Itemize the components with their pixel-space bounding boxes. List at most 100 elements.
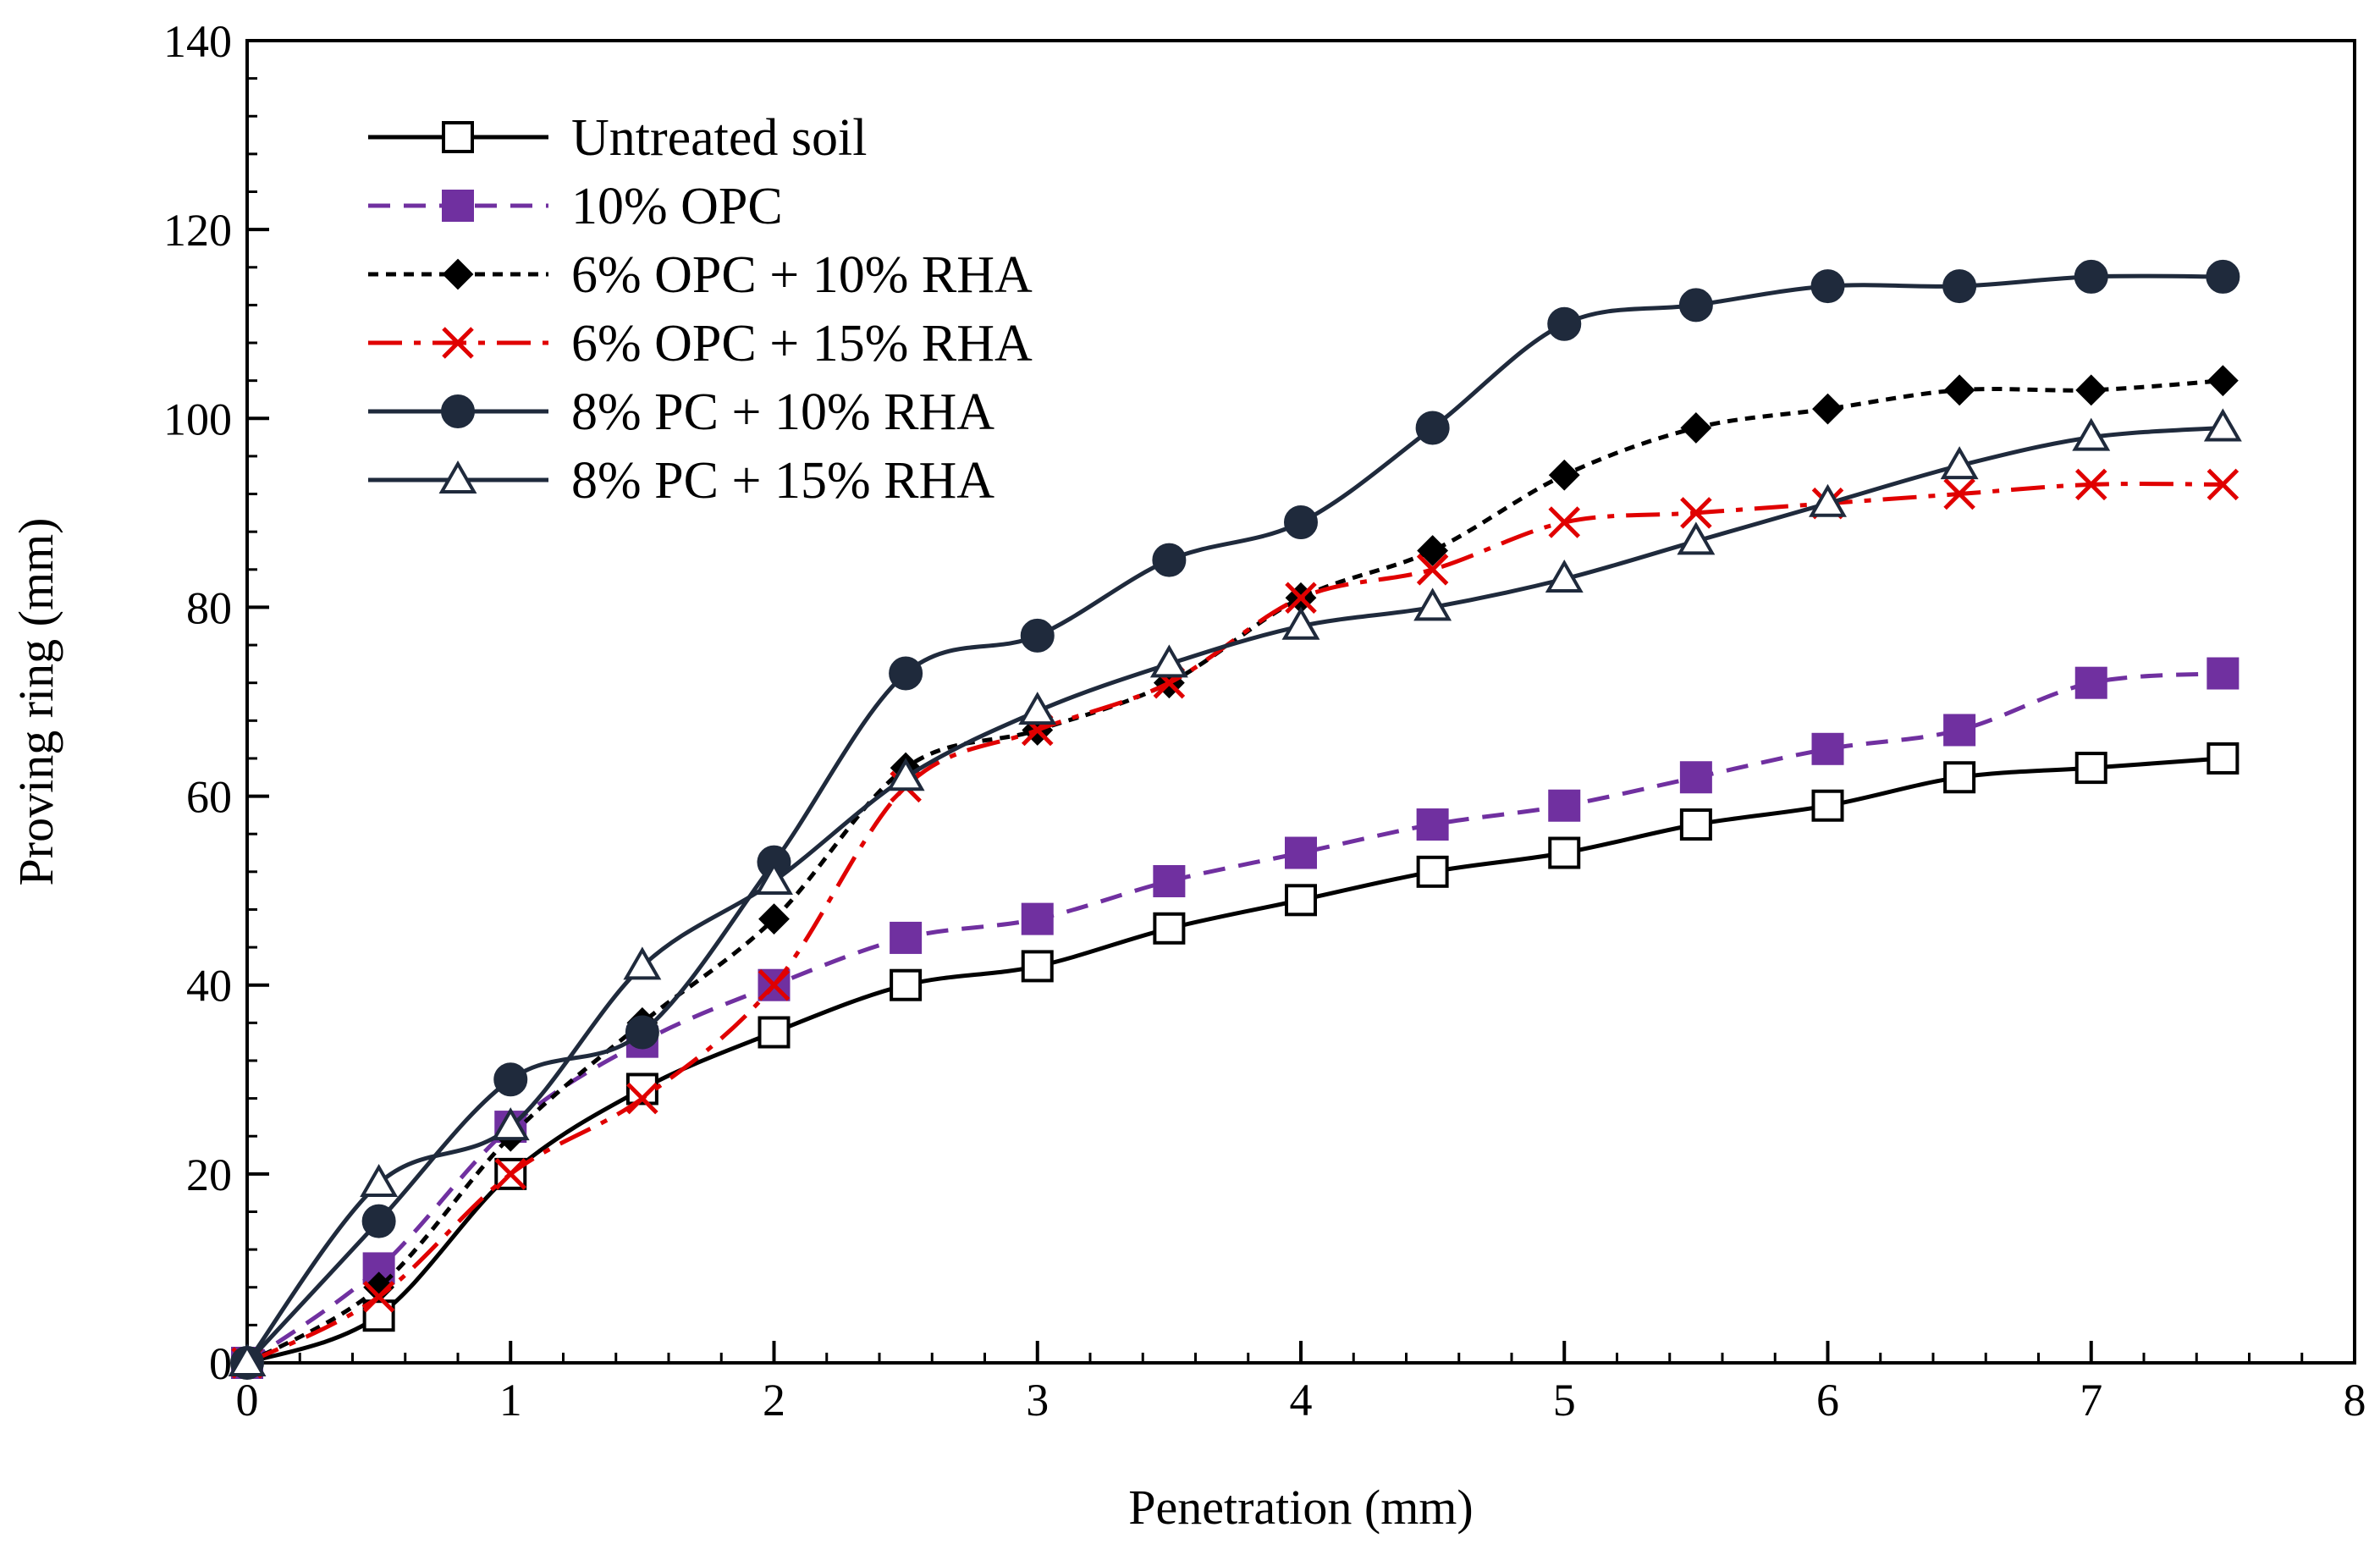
data-point-8-pc-10-rha	[1415, 411, 1450, 445]
legend-marker	[442, 121, 474, 153]
data-point-8-pc-15-rha	[2072, 417, 2111, 451]
y-tick-label: 0	[209, 1338, 232, 1389]
series-6-opc-15-rha	[231, 468, 2240, 1379]
data-point-8-pc-15-rha	[1677, 521, 1716, 555]
data-point-8-pc-10-rha	[361, 1204, 396, 1238]
x-tick-label: 8	[2344, 1375, 2366, 1425]
series-untreated-soil	[231, 742, 2240, 1379]
data-point-8-pc-10-rha	[625, 1015, 659, 1050]
data-point-8-pc-15-rha	[491, 1107, 530, 1141]
data-point-8-pc-10-rha	[889, 656, 923, 691]
x-tick-label: 2	[763, 1375, 785, 1425]
y-tick-label: 120	[163, 205, 232, 256]
series-line-10-opc	[245, 671, 2223, 1365]
data-point-6-opc-10-rha	[1548, 459, 1580, 491]
x-tick-label: 4	[1290, 1375, 1313, 1425]
legend-marker	[442, 258, 474, 290]
data-point-8-pc-15-rha	[1149, 644, 1188, 678]
data-point-6-opc-15-rha	[1416, 554, 1449, 586]
legend-entry-untreated-soil: Untreated soil	[368, 109, 868, 167]
legend-entry-10-opc: 10% OPC	[368, 178, 783, 235]
data-point-8-pc-15-rha	[1281, 606, 1320, 640]
data-point-10-opc	[2206, 657, 2240, 690]
data-point-6-opc-10-rha	[1943, 374, 1975, 406]
legend-label: 10% OPC	[571, 178, 783, 235]
data-point-untreated-soil	[1943, 761, 1976, 794]
data-point-6-opc-10-rha	[1417, 535, 1449, 566]
x-axis-title: Penetration (mm)	[1128, 1480, 1474, 1535]
y-axis-title: Proving ring (mm)	[8, 518, 63, 886]
data-point-10-opc	[1021, 902, 1054, 935]
data-point-6-opc-15-rha	[1285, 582, 1317, 615]
data-point-6-opc-15-rha	[758, 968, 791, 1001]
data-point-untreated-soil	[1416, 855, 1449, 888]
series-8-pc-10-rha	[230, 259, 2240, 1380]
data-point-10-opc	[1811, 732, 1844, 765]
data-point-8-pc-10-rha	[1942, 269, 1977, 304]
legend-entry-6-opc-10-rha: 6% OPC + 10% RHA	[368, 246, 1033, 304]
x-tick-label: 6	[1816, 1375, 1839, 1425]
data-point-untreated-soil	[2074, 752, 2107, 785]
y-tick-label: 80	[186, 582, 232, 633]
data-point-6-opc-10-rha	[2206, 365, 2239, 397]
data-point-8-pc-10-rha	[1152, 543, 1187, 577]
legend-label: 8% PC + 10% RHA	[571, 383, 994, 441]
y-tick-label: 140	[163, 16, 232, 67]
data-point-8-pc-15-rha	[623, 946, 662, 980]
x-tick-label: 0	[236, 1375, 259, 1425]
x-tick-label: 7	[2080, 1375, 2102, 1425]
data-point-8-pc-10-rha	[1810, 269, 1845, 304]
data-point-6-opc-10-rha	[1812, 393, 1843, 425]
data-point-8-pc-10-rha	[1547, 306, 1582, 341]
legend-label: Untreated soil	[571, 109, 868, 167]
data-point-8-pc-10-rha	[1284, 505, 1318, 540]
x-tick-label: 5	[1553, 1375, 1576, 1425]
x-tick-label: 3	[1026, 1375, 1049, 1425]
data-point-6-opc-15-rha	[494, 1158, 527, 1190]
x-tick-label: 1	[499, 1375, 522, 1425]
legend-label: 6% OPC + 10% RHA	[571, 246, 1033, 304]
data-point-6-opc-10-rha	[758, 903, 790, 935]
data-point-8-pc-10-rha	[2206, 259, 2240, 294]
data-point-untreated-soil	[1285, 884, 1317, 917]
data-point-untreated-soil	[1153, 912, 1186, 945]
data-point-untreated-soil	[1021, 950, 1054, 983]
series-10-opc	[231, 657, 2240, 1379]
legend-marker	[438, 460, 477, 494]
data-point-10-opc	[1153, 864, 1186, 897]
legend-label: 6% OPC + 15% RHA	[571, 315, 1033, 372]
data-point-6-opc-15-rha	[1680, 497, 1712, 529]
legend-label: 8% PC + 15% RHA	[571, 452, 994, 510]
legend-marker	[442, 190, 474, 222]
y-tick-label: 40	[186, 961, 232, 1012]
series-8-pc-15-rha	[228, 408, 2242, 1376]
series-line-untreated-soil	[246, 756, 2223, 1365]
legend-entry-6-opc-15-rha: 6% OPC + 15% RHA	[368, 315, 1033, 372]
data-point-6-opc-10-rha	[363, 1271, 395, 1304]
data-point-8-pc-15-rha	[1940, 446, 1979, 480]
series-line-8-pc-10-rha	[245, 273, 2223, 1365]
data-point-8-pc-15-rha	[886, 758, 925, 791]
data-point-6-opc-15-rha	[2206, 468, 2240, 501]
series-line-6-opc-10-rha	[245, 378, 2223, 1365]
y-axis-ticks: 0 20 40 60 80 100 120 140	[163, 16, 269, 1389]
data-point-8-pc-10-rha	[1678, 288, 1713, 323]
data-point-8-pc-10-rha	[1020, 618, 1055, 653]
legend-marker	[442, 327, 474, 359]
data-point-8-pc-15-rha	[2203, 408, 2242, 442]
data-point-6-opc-15-rha	[2074, 468, 2107, 501]
data-point-10-opc	[1679, 761, 1712, 794]
data-point-untreated-soil	[2206, 742, 2240, 775]
data-point-untreated-soil	[1548, 836, 1581, 869]
data-point-6-opc-15-rha	[626, 1082, 658, 1115]
legend-entry-8-pc-15-rha: 8% PC + 15% RHA	[368, 452, 994, 510]
data-point-10-opc	[890, 921, 923, 954]
data-point-untreated-soil	[1811, 789, 1844, 822]
y-tick-label: 60	[186, 772, 232, 823]
series-layer	[228, 259, 2242, 1380]
data-point-untreated-soil	[1679, 808, 1712, 841]
y-tick-label: 100	[163, 394, 232, 444]
data-point-10-opc	[1416, 808, 1449, 841]
y-tick-label: 20	[186, 1150, 232, 1200]
